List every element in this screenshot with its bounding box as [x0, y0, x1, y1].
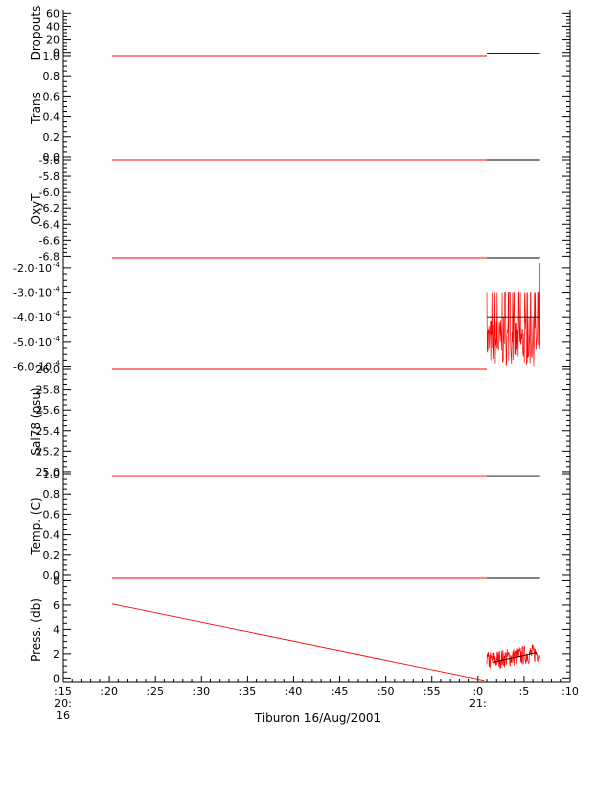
y-tick-label: 0.8	[43, 70, 61, 83]
y-tick-label: 0.0	[43, 151, 61, 164]
y-tick-label: 0	[53, 47, 60, 60]
x-tick-label: :45	[331, 685, 349, 698]
y-tick-exponent: -4	[53, 310, 61, 318]
y-tick-label: -4.0·10	[13, 311, 52, 324]
y-tick-exponent: -4	[53, 286, 61, 294]
y-tick-label: 0.0	[43, 569, 61, 582]
y-tick-label: 0	[53, 672, 60, 685]
x-tick-label: :15	[54, 685, 72, 698]
label-layer: :15:20:25:30:35:40:45:50:55:0:5:10604020…	[13, 6, 579, 698]
y-tick-label: -6.0·10	[13, 361, 52, 374]
x-tick-label: :50	[377, 685, 395, 698]
y-tick-exponent: -4	[53, 360, 61, 368]
y-tick-label: 2	[53, 648, 60, 661]
y-tick-label: 8	[53, 574, 60, 587]
y-tick-label: -5.8	[39, 170, 60, 183]
y-axis-label: Temp. (C)	[29, 497, 43, 555]
axes-layer	[62, 10, 571, 683]
y-tick-label: 0.8	[43, 488, 61, 501]
x-axis-label: Tiburon 16/Aug/2001	[254, 711, 381, 725]
y-tick-label: 26.0	[36, 363, 61, 376]
series-line-red	[111, 603, 485, 682]
x-tick-label: :5	[519, 685, 530, 698]
x-tick-label: :55	[423, 685, 441, 698]
x-tick-label: :35	[239, 685, 257, 698]
y-axis-label: OxyT	[29, 193, 43, 225]
y-axis-label: Trans	[29, 92, 43, 125]
y-axis-label: Sal78 (psu)	[29, 387, 43, 455]
series-layer	[111, 52, 540, 682]
y-axis-label: Dropouts	[29, 6, 43, 61]
y-tick-label: -3.0·10	[13, 287, 52, 300]
series-line-black	[492, 652, 537, 663]
y-tick-label: 25.8	[36, 384, 61, 397]
series-noise-trace	[486, 644, 540, 669]
y-tick-label: -2.0·10	[13, 262, 52, 275]
x-tick-label: :25	[146, 685, 164, 698]
y-tick-label: -6.4	[39, 218, 60, 231]
y-tick-label: 0.6	[43, 90, 61, 103]
x-sublabel-right: 21:	[469, 697, 487, 710]
x-tick-label: :30	[192, 685, 210, 698]
x-tick-label: :40	[285, 685, 303, 698]
y-tick-label: 1.0	[43, 468, 61, 481]
y-tick-label: 20	[46, 34, 60, 47]
y-axis-label: Press. (db)	[29, 598, 43, 662]
y-tick-label: 25.6	[36, 404, 61, 417]
y-tick-label: 0.2	[43, 131, 61, 144]
x-sublabel-left: 20:	[54, 697, 72, 710]
x-sublabel-left-2: 16	[56, 709, 70, 722]
y-tick-label: 25.2	[36, 445, 61, 458]
x-tick-label: :10	[561, 685, 579, 698]
y-tick-label: -6.6	[39, 234, 60, 247]
y-tick-label: 0.6	[43, 508, 61, 521]
series-noise-trace	[486, 262, 540, 367]
y-tick-label: -6.8	[39, 250, 60, 263]
x-tick-label: :20	[100, 685, 118, 698]
y-tick-label: 25.4	[36, 425, 61, 438]
y-tick-exponent: -4	[53, 261, 61, 269]
y-tick-label: 6	[53, 599, 60, 612]
y-tick-label: 4	[53, 623, 60, 636]
x-tick-label: :0	[472, 685, 483, 698]
y-tick-exponent: -4	[53, 335, 61, 343]
y-tick-label: 0.4	[43, 111, 61, 124]
y-tick-label: -6.2	[39, 202, 60, 215]
y-tick-label: -5.0·10	[13, 336, 52, 349]
y-tick-label: 0.4	[43, 529, 61, 542]
y-tick-label: 25.0	[36, 466, 61, 479]
y-tick-label: 0.2	[43, 549, 61, 562]
y-tick-label: 60	[46, 7, 60, 20]
y-tick-label: -5.6	[39, 154, 60, 167]
y-tick-label: 40	[46, 20, 60, 33]
y-tick-label: -6.0	[39, 186, 60, 199]
y-tick-label: 1.0	[43, 50, 61, 63]
